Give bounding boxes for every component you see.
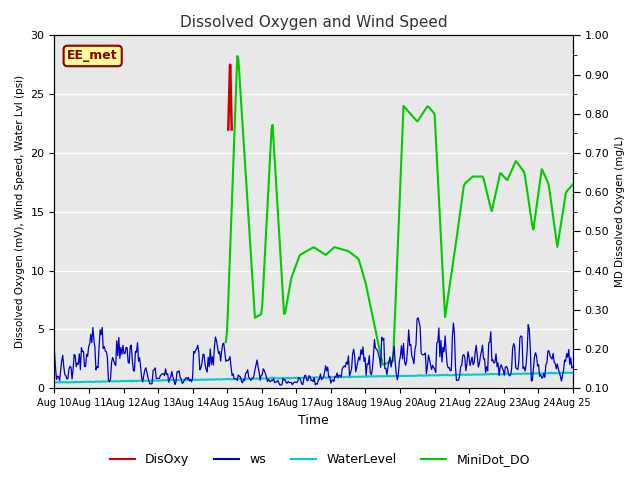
Legend: DisOxy, ws, WaterLevel, MiniDot_DO: DisOxy, ws, WaterLevel, MiniDot_DO: [105, 448, 535, 471]
Y-axis label: MD Dissolved Oxygen (mg/L): MD Dissolved Oxygen (mg/L): [615, 136, 625, 288]
Title: Dissolved Oxygen and Wind Speed: Dissolved Oxygen and Wind Speed: [180, 15, 447, 30]
Text: EE_met: EE_met: [67, 49, 118, 62]
Y-axis label: Dissolved Oxygen (mV), Wind Speed, Water Lvl (psi): Dissolved Oxygen (mV), Wind Speed, Water…: [15, 75, 25, 348]
X-axis label: Time: Time: [298, 414, 329, 427]
